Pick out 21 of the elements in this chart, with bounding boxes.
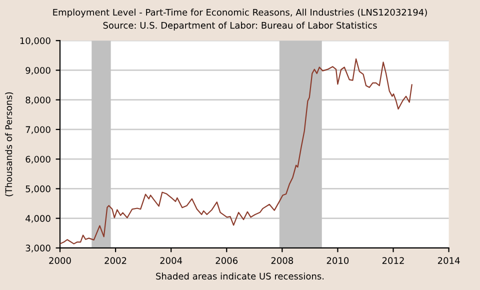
chart-title: Employment Level - Part-Time for Economic Reasons, All Industries (LNS12032194) — [53, 8, 427, 18]
x-tick-label: 2006 — [216, 257, 238, 264]
x-tick-label: 2004 — [160, 257, 182, 264]
x-tick-label: 2000 — [49, 257, 71, 264]
x-tick-label: 2012 — [382, 257, 404, 264]
y-tick-label: 9,000 — [26, 66, 50, 75]
chart-subtitle: Source: U.S. Department of Labor: Bureau of Labor Statistics — [103, 22, 377, 30]
y-tick-label: 10,000 — [20, 37, 50, 46]
y-tick-label: 5,000 — [26, 185, 50, 194]
line-series — [60, 58, 412, 244]
x-tick-label: 2010 — [326, 257, 349, 264]
y-tick-label: 4,000 — [26, 215, 50, 223]
x-tick-label: 2014 — [438, 257, 460, 264]
y-axis-title: (Thousands of Persons) — [5, 92, 14, 196]
x-tick-label: 2002 — [104, 257, 126, 264]
x-tick-label: 2008 — [271, 257, 294, 264]
y-tick-label: 7,000 — [26, 126, 50, 134]
y-tick-label: 6,000 — [26, 156, 50, 164]
y-tick-label: 8,000 — [26, 96, 50, 104]
text: Shaded areas indicate US recessions. — [156, 272, 324, 280]
y-tick-label: 3,000 — [26, 244, 50, 252]
